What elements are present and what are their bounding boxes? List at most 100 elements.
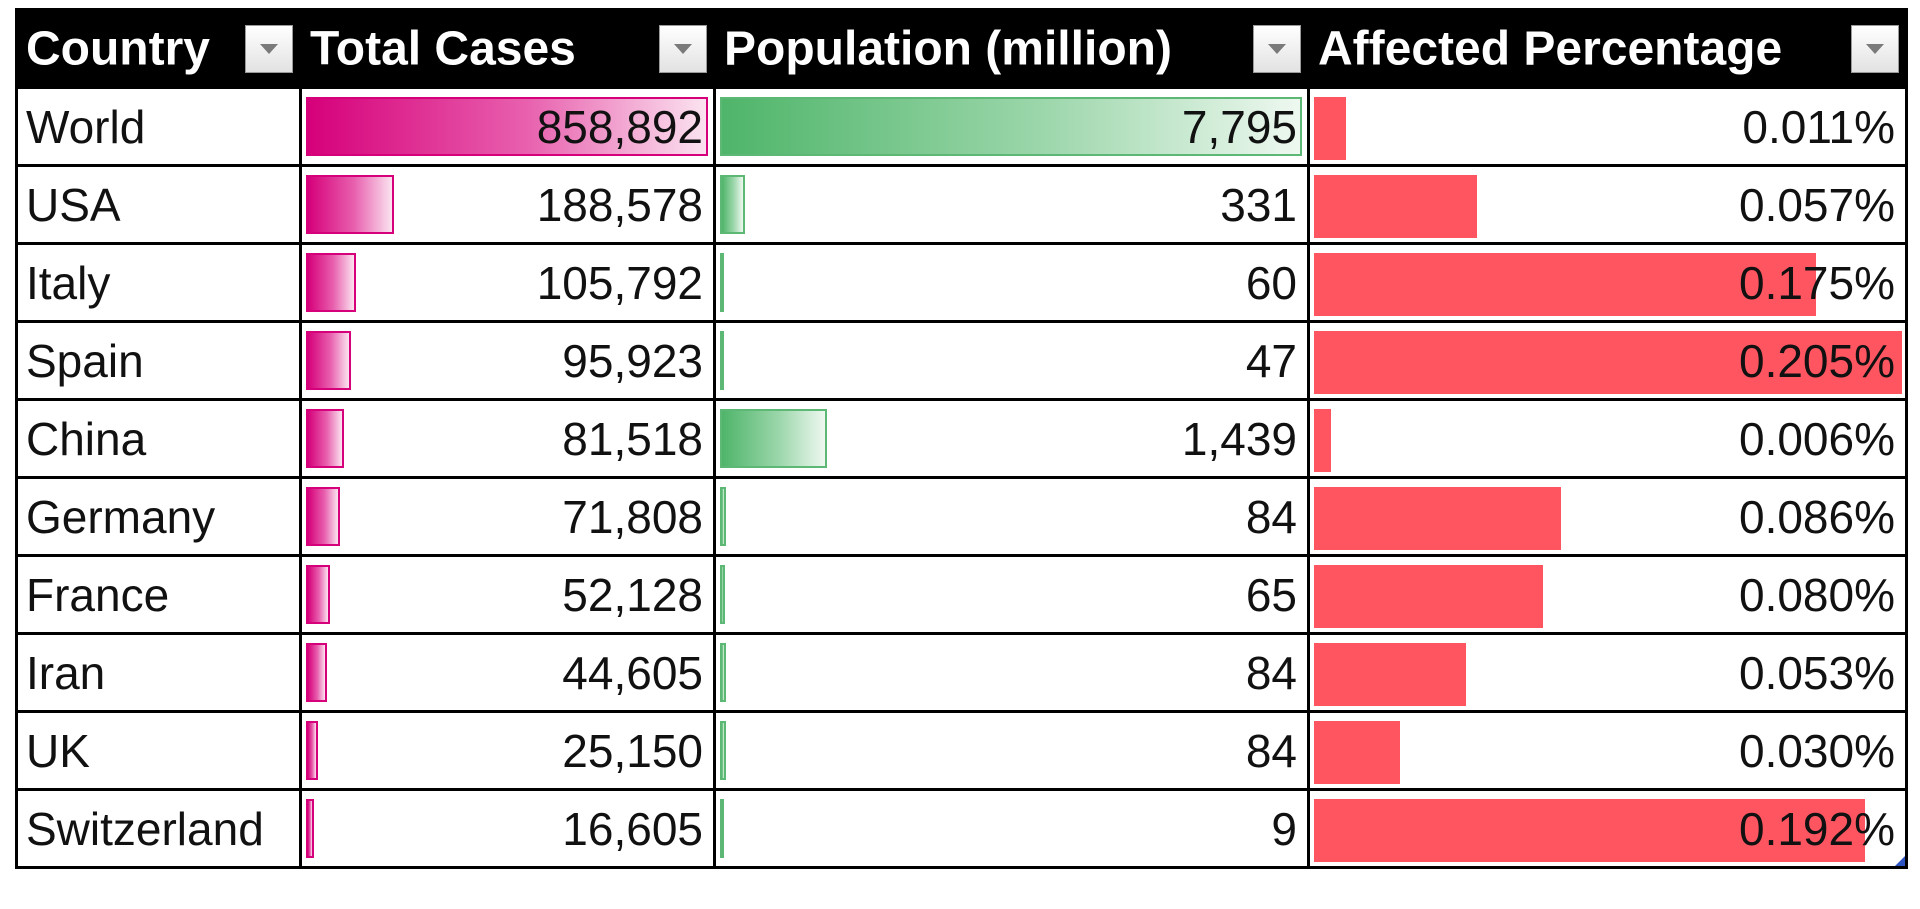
cases-value: 52,128 — [562, 568, 703, 621]
cell-total-cases[interactable]: 44,605 — [299, 632, 716, 713]
table-row: Germany 71,808 84 0.086% — [15, 476, 1908, 557]
country-name: Iran — [26, 646, 106, 699]
cases-data-bar — [306, 799, 314, 858]
population-data-bar — [720, 409, 828, 468]
table-row: Italy 105,792 60 0.175% — [15, 242, 1908, 323]
header-row: Country Total Cases Population (million)… — [15, 8, 1908, 89]
country-name: Spain — [26, 334, 144, 387]
cases-data-bar — [306, 253, 356, 312]
cases-data-bar — [306, 97, 708, 156]
cell-affected-percentage[interactable]: 0.080% — [1307, 554, 1908, 635]
cell-affected-percentage[interactable]: 0.011% — [1307, 86, 1908, 167]
population-value: 1,439 — [1181, 412, 1297, 465]
cell-country[interactable]: Italy — [15, 242, 302, 323]
excel-table: Country Total Cases Population (million)… — [15, 8, 1908, 869]
cell-affected-percentage[interactable]: 0.192% — [1307, 788, 1908, 869]
country-name: USA — [26, 178, 121, 231]
cases-value: 81,518 — [562, 412, 703, 465]
table-resize-handle[interactable] — [1895, 856, 1904, 865]
cell-affected-percentage[interactable]: 0.006% — [1307, 398, 1908, 479]
country-name: Italy — [26, 256, 111, 309]
country-name: Switzerland — [26, 802, 264, 855]
table-row: UK 25,150 84 0.030% — [15, 710, 1908, 791]
filter-dropdown-affected-percentage[interactable] — [1851, 24, 1899, 73]
population-value: 65 — [1245, 568, 1297, 621]
cases-value: 95,923 — [562, 334, 703, 387]
country-name: UK — [26, 724, 90, 777]
table-row: Spain 95,923 47 0.205% — [15, 320, 1908, 401]
cell-affected-percentage[interactable]: 0.205% — [1307, 320, 1908, 401]
affected-value: 0.175% — [1738, 256, 1895, 309]
affected-data-bar — [1314, 565, 1544, 628]
population-data-bar — [720, 487, 727, 546]
affected-value: 0.030% — [1738, 724, 1895, 777]
cell-population[interactable]: 331 — [713, 164, 1310, 245]
table-row: China 81,518 1,439 0.006% — [15, 398, 1908, 479]
cell-affected-percentage[interactable]: 0.030% — [1307, 710, 1908, 791]
cell-affected-percentage[interactable]: 0.053% — [1307, 632, 1908, 713]
cell-country[interactable]: USA — [15, 164, 302, 245]
cases-value: 858,892 — [536, 100, 703, 153]
affected-data-bar — [1314, 253, 1816, 316]
cases-value: 105,792 — [536, 256, 703, 309]
filter-dropdown-country[interactable] — [245, 24, 293, 73]
cell-population[interactable]: 60 — [713, 242, 1310, 323]
population-data-bar — [720, 565, 725, 624]
filter-dropdown-population[interactable] — [1253, 24, 1301, 73]
cell-affected-percentage[interactable]: 0.086% — [1307, 476, 1908, 557]
cell-affected-percentage[interactable]: 0.175% — [1307, 242, 1908, 323]
cell-total-cases[interactable]: 52,128 — [299, 554, 716, 635]
cell-total-cases[interactable]: 81,518 — [299, 398, 716, 479]
cell-total-cases[interactable]: 95,923 — [299, 320, 716, 401]
cell-total-cases[interactable]: 105,792 — [299, 242, 716, 323]
cell-country[interactable]: UK — [15, 710, 302, 791]
cell-population[interactable]: 47 — [713, 320, 1310, 401]
table-body: World 858,892 7,795 0.011% USA 188,578 331 0.05… — [15, 86, 1908, 869]
filter-dropdown-total-cases[interactable] — [659, 24, 707, 73]
affected-value: 0.006% — [1738, 412, 1895, 465]
cell-total-cases[interactable]: 71,808 — [299, 476, 716, 557]
header-affected-percentage: Affected Percentage — [1307, 8, 1908, 89]
cell-country[interactable]: World — [15, 86, 302, 167]
cell-country[interactable]: France — [15, 554, 302, 635]
cell-total-cases[interactable]: 188,578 — [299, 164, 716, 245]
cases-value: 188,578 — [536, 178, 703, 231]
cell-country[interactable]: Germany — [15, 476, 302, 557]
cell-country[interactable]: Spain — [15, 320, 302, 401]
chevron-down-icon — [1268, 43, 1286, 54]
cell-total-cases[interactable]: 858,892 — [299, 86, 716, 167]
header-country-label: Country — [26, 22, 210, 75]
cell-population[interactable]: 84 — [713, 476, 1310, 557]
population-data-bar — [720, 643, 727, 702]
cell-population[interactable]: 84 — [713, 632, 1310, 713]
affected-data-bar — [1314, 799, 1865, 862]
cell-affected-percentage[interactable]: 0.057% — [1307, 164, 1908, 245]
cell-total-cases[interactable]: 25,150 — [299, 710, 716, 791]
population-data-bar — [720, 721, 727, 780]
population-data-bar — [720, 97, 1302, 156]
cell-population[interactable]: 7,795 — [713, 86, 1310, 167]
country-name: China — [26, 412, 147, 465]
affected-data-bar — [1314, 175, 1478, 238]
chevron-down-icon — [260, 43, 278, 54]
population-value: 60 — [1245, 256, 1297, 309]
cell-country[interactable]: Iran — [15, 632, 302, 713]
cell-country[interactable]: Switzerland — [15, 788, 302, 869]
cell-population[interactable]: 9 — [713, 788, 1310, 869]
cases-data-bar — [306, 487, 340, 546]
cell-population[interactable]: 84 — [713, 710, 1310, 791]
affected-data-bar — [1314, 721, 1401, 784]
population-data-bar — [720, 253, 725, 312]
cell-country[interactable]: China — [15, 398, 302, 479]
country-name: Germany — [26, 490, 216, 543]
cell-population[interactable]: 65 — [713, 554, 1310, 635]
population-value: 331 — [1220, 178, 1297, 231]
header-total-cases-label: Total Cases — [310, 22, 576, 75]
cases-value: 44,605 — [562, 646, 703, 699]
cell-total-cases[interactable]: 16,605 — [299, 788, 716, 869]
cell-population[interactable]: 1,439 — [713, 398, 1310, 479]
table-row: Switzerland 16,605 9 0.192% — [15, 788, 1908, 869]
population-value: 47 — [1245, 334, 1297, 387]
cases-data-bar — [306, 409, 345, 468]
cases-data-bar — [306, 331, 351, 390]
